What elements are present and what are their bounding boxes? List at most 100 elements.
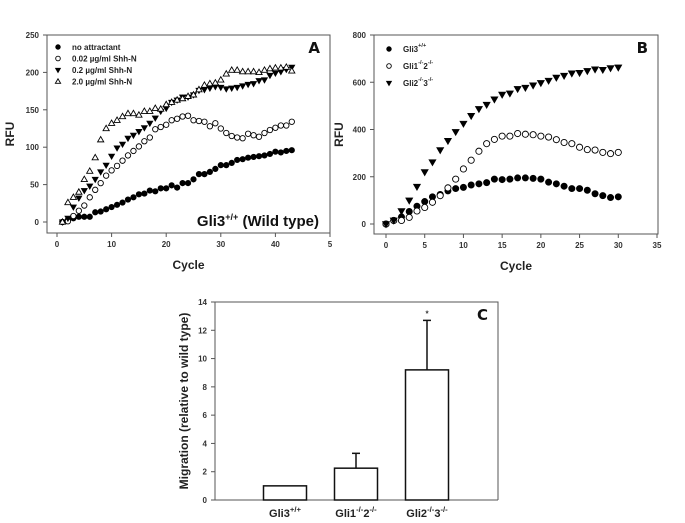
data-point (483, 179, 491, 187)
data-point (81, 202, 88, 209)
label-part: Gli2 (403, 79, 419, 88)
data-point (614, 64, 623, 72)
data-point (113, 145, 121, 152)
data-point (69, 193, 78, 200)
x-axis-label: Cycle (500, 259, 532, 273)
data-point (146, 187, 153, 194)
data-point (223, 129, 230, 137)
data-point (545, 133, 553, 141)
data-point (195, 171, 203, 178)
data-point (452, 175, 460, 183)
data-point (107, 153, 116, 161)
data-point (97, 169, 105, 176)
data-point (107, 119, 116, 126)
y-tick-label: 200 (353, 173, 367, 182)
superscript: -/- (427, 505, 435, 514)
data-point (92, 186, 99, 193)
data-point (560, 182, 568, 190)
plot-frame (46, 34, 331, 234)
y-tick-label: 0 (35, 218, 40, 227)
data-point (178, 94, 187, 102)
data-point (249, 67, 258, 75)
data-point (568, 185, 576, 193)
data-point (436, 147, 445, 155)
data-point (490, 175, 498, 183)
data-point (412, 183, 422, 191)
data-point (443, 138, 453, 146)
y-tick-label: 0 (203, 496, 208, 505)
series-gli2-3- (381, 64, 623, 229)
data-point (250, 132, 257, 139)
legend-marker (386, 63, 392, 69)
data-point (113, 116, 121, 123)
superscript: -/- (428, 77, 433, 83)
data-point (245, 154, 252, 161)
data-point (74, 187, 83, 195)
data-point (168, 182, 175, 189)
data-point (260, 77, 269, 84)
data-point (64, 198, 72, 206)
data-point (162, 100, 171, 108)
label-part: 3 (434, 508, 440, 520)
x-tick-label: 20 (162, 240, 171, 249)
data-point (529, 82, 538, 90)
series-2-0-g-ml-shh-n (58, 63, 296, 225)
data-point (467, 156, 475, 164)
data-point (135, 129, 143, 136)
data-point (583, 146, 591, 154)
x-tick-label: 35 (653, 241, 662, 250)
data-point (157, 185, 164, 192)
label-part: 3 (423, 79, 428, 88)
data-point (97, 179, 104, 187)
data-point (157, 123, 164, 131)
data-point (86, 183, 94, 190)
data-point (92, 209, 99, 216)
data-point (102, 162, 110, 169)
data-point (490, 96, 499, 104)
x-category-label: Gli1-/-2-/- (335, 505, 377, 520)
data-point (156, 104, 165, 112)
data-point (189, 90, 198, 98)
data-point (490, 135, 498, 143)
data-point (244, 67, 252, 75)
data-point (266, 64, 274, 72)
data-point (474, 106, 483, 114)
data-point (428, 198, 437, 206)
data-point (255, 78, 263, 85)
data-point (599, 148, 607, 156)
data-point (521, 174, 529, 182)
data-point (227, 66, 236, 73)
data-point (277, 122, 285, 129)
data-point (413, 207, 421, 215)
data-point (514, 174, 522, 182)
data-point (201, 118, 208, 125)
data-point (288, 147, 295, 154)
data-point (70, 212, 77, 220)
x-tick-label: 0 (55, 240, 60, 249)
data-point (498, 176, 506, 184)
data-point (152, 126, 159, 133)
label-part: Gli1 (403, 62, 419, 71)
data-point (283, 147, 290, 155)
data-point (190, 117, 197, 124)
legend: Gli3+/+Gli1-/-2-/-Gli2-/-3-/- (385, 43, 433, 88)
data-point (238, 67, 247, 75)
legend-label: Gli3+/+ (403, 43, 427, 54)
data-point (201, 171, 208, 178)
superscript: -/- (428, 60, 433, 66)
data-point (217, 125, 224, 132)
superscript: -/- (356, 505, 364, 514)
label-part: 2 (363, 508, 369, 520)
y-tick-label: 800 (353, 31, 367, 40)
data-point (184, 180, 192, 187)
data-point (222, 86, 230, 93)
y-tick-label: 10 (198, 355, 207, 364)
data-point (234, 134, 241, 141)
data-point (436, 192, 444, 200)
data-point (141, 138, 148, 145)
data-point (205, 79, 214, 87)
superscript: +/+ (290, 505, 302, 514)
legend-marker (54, 67, 62, 74)
data-point (141, 190, 148, 197)
data-point (135, 191, 142, 198)
